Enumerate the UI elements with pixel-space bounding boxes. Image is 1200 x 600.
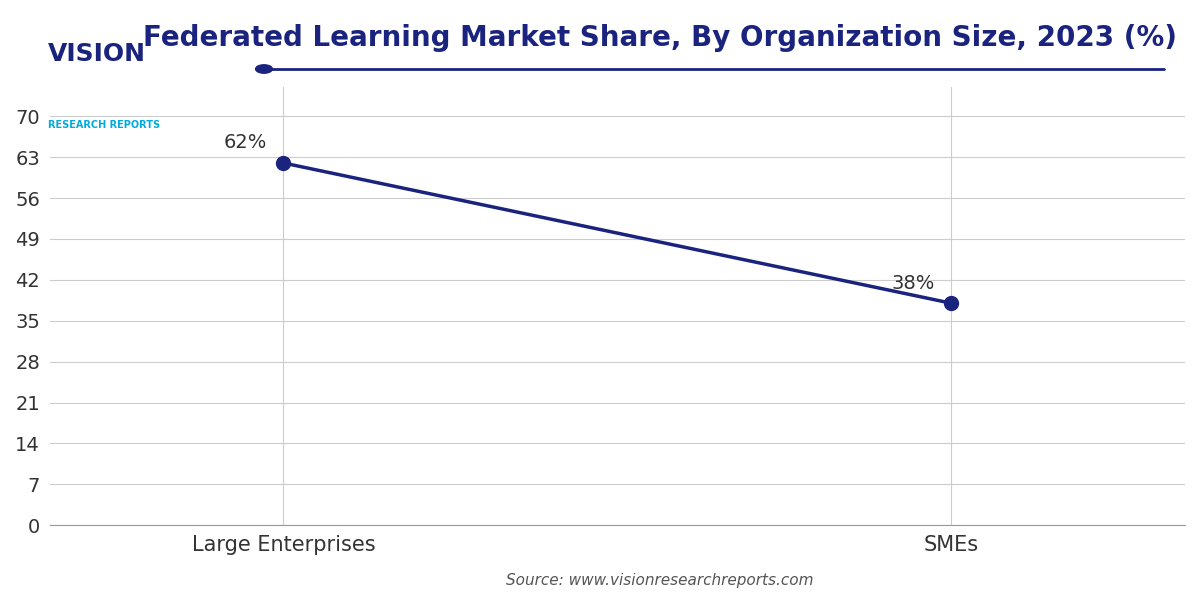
Text: Source: www.visionresearchreports.com: Source: www.visionresearchreports.com [506, 573, 814, 588]
Text: RESEARCH REPORTS: RESEARCH REPORTS [48, 120, 160, 130]
Text: 62%: 62% [223, 133, 266, 152]
Text: Federated Learning Market Share, By Organization Size, 2023 (%): Federated Learning Market Share, By Orga… [143, 24, 1177, 52]
Text: VISION: VISION [48, 42, 146, 66]
Text: 38%: 38% [892, 274, 935, 293]
